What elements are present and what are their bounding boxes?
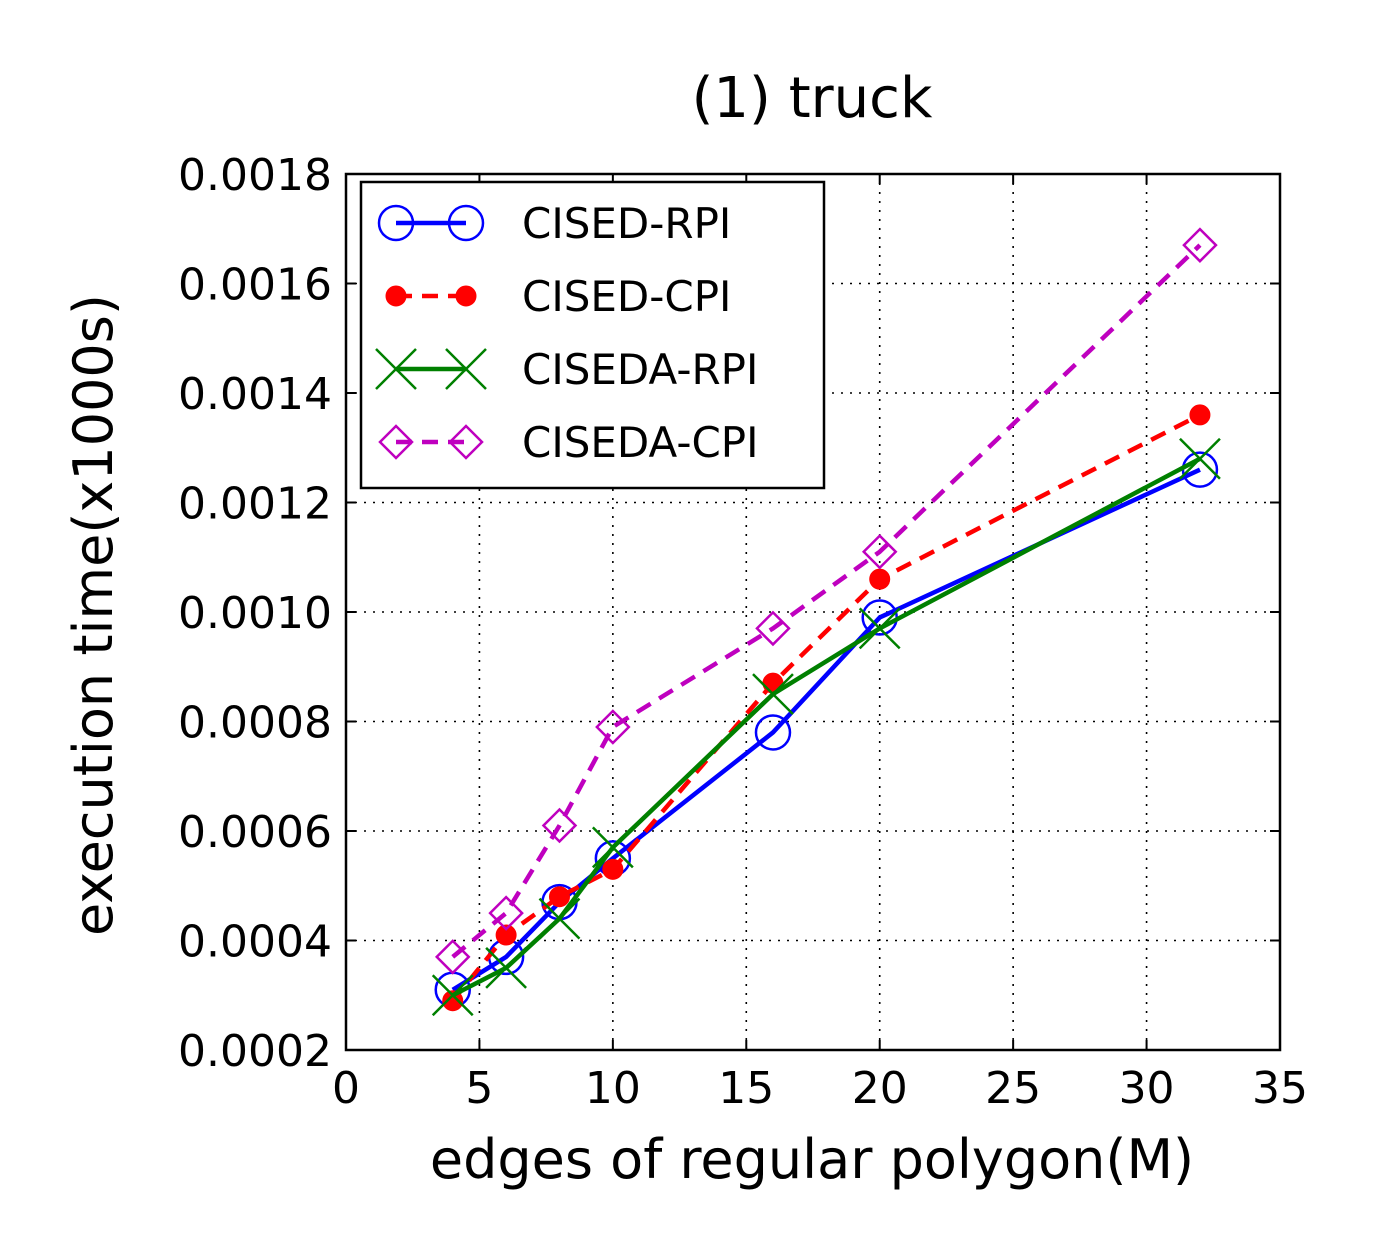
series-ciseda-rpi bbox=[431, 437, 1221, 1017]
y-tick-labels: 0.0002 0.0004 0.0006 0.0008 0.0010 0.0012 0.00… bbox=[178, 150, 332, 1077]
legend-marker bbox=[447, 204, 485, 242]
series-cised-cpi bbox=[442, 404, 1211, 1012]
data-point bbox=[485, 946, 527, 989]
legend-label: CISEDA-RPI bbox=[522, 345, 758, 394]
legend-label: CISED-RPI bbox=[522, 199, 731, 248]
y-tick-label: 0.0018 bbox=[178, 150, 332, 201]
legend-marker bbox=[375, 348, 417, 390]
series-line bbox=[451, 467, 1201, 992]
data-point bbox=[434, 939, 471, 975]
y-tick-label: 0.0008 bbox=[178, 698, 332, 749]
data-point bbox=[755, 610, 791, 647]
y-axis-label: execution time(x1000s) bbox=[62, 294, 125, 936]
y-tick-label: 0.0010 bbox=[178, 588, 332, 639]
data-point bbox=[869, 568, 891, 590]
legend-marker bbox=[448, 424, 484, 460]
data-point bbox=[541, 807, 578, 844]
x-tick-label: 15 bbox=[718, 1063, 774, 1114]
data-point bbox=[1189, 404, 1211, 426]
axis-ticks bbox=[345, 173, 1281, 1051]
y-tick-label: 0.0016 bbox=[178, 260, 332, 311]
data-point bbox=[442, 990, 464, 1012]
legend-marker bbox=[378, 424, 414, 460]
series-layer bbox=[431, 227, 1221, 1017]
data-point bbox=[591, 826, 634, 869]
x-tick-labels: 0 5 10 15 20 25 30 35 bbox=[332, 1063, 1308, 1114]
y-tick-label: 0.0012 bbox=[178, 479, 332, 530]
data-point bbox=[495, 924, 517, 946]
x-tick-label: 10 bbox=[585, 1063, 641, 1114]
legend-marker bbox=[455, 285, 477, 307]
series-line bbox=[451, 243, 1202, 959]
legend-box bbox=[359, 180, 826, 490]
data-point bbox=[1182, 227, 1218, 263]
x-tick-label: 30 bbox=[1119, 1063, 1175, 1114]
legend-entry: CISEDA-CPI bbox=[378, 418, 759, 467]
data-point bbox=[754, 714, 792, 751]
series-ciseda-cpi bbox=[434, 227, 1218, 975]
legend-entry: CISED-CPI bbox=[385, 272, 731, 321]
legend-label: CISED-CPI bbox=[522, 272, 731, 321]
x-tick-label: 35 bbox=[1252, 1063, 1308, 1114]
legend-entry: CISEDA-RPI bbox=[375, 345, 758, 394]
data-point bbox=[538, 897, 581, 940]
chart-title: (1) truck bbox=[692, 66, 933, 131]
data-point bbox=[752, 673, 794, 716]
data-point bbox=[488, 895, 524, 931]
legend-marker bbox=[385, 285, 407, 307]
x-tick-label: 5 bbox=[465, 1063, 493, 1114]
y-tick-label: 0.0014 bbox=[178, 369, 332, 420]
x-axis-label: edges of regular polygon(M) bbox=[430, 1128, 1194, 1191]
legend-entry: CISED-RPI bbox=[377, 199, 731, 248]
data-point bbox=[431, 974, 474, 1017]
data-point bbox=[1179, 437, 1221, 480]
data-point bbox=[858, 607, 901, 650]
data-point bbox=[602, 858, 624, 880]
legend-marker bbox=[445, 348, 487, 390]
data-point bbox=[548, 886, 570, 908]
data-point bbox=[595, 709, 631, 745]
x-tick-label: 25 bbox=[985, 1063, 1041, 1114]
x-tick-label: 20 bbox=[852, 1063, 908, 1114]
y-tick-label: 0.0002 bbox=[178, 1026, 332, 1077]
legend: CISED-RPI CISED-CPI CISEDA-RPI CISEDA-CPI bbox=[359, 180, 826, 490]
legend-label: CISEDA-CPI bbox=[522, 418, 759, 467]
data-point bbox=[861, 534, 898, 570]
y-tick-label: 0.0006 bbox=[178, 807, 332, 858]
legend-marker bbox=[377, 204, 415, 242]
x-tick-label: 0 bbox=[332, 1063, 360, 1114]
y-tick-label: 0.0004 bbox=[178, 917, 332, 968]
